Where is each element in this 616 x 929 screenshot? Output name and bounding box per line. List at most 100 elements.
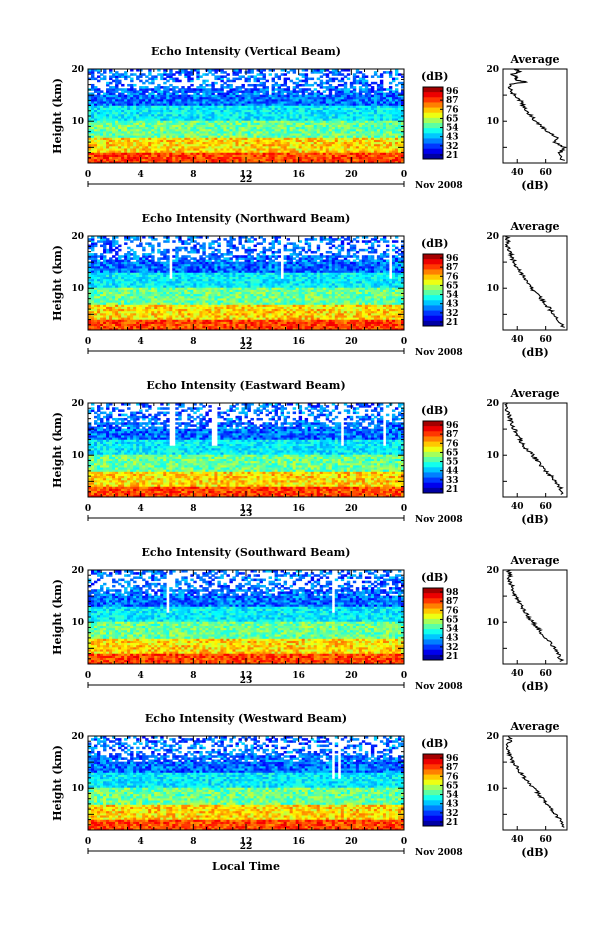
heatmap-cell: [241, 152, 245, 155]
heatmap-cell: [160, 90, 164, 93]
heatmap-cell: [184, 92, 188, 96]
heatmap-cell: [94, 158, 98, 162]
heatmap-cell: [355, 156, 360, 160]
heatmap-cell: [337, 141, 342, 145]
heatmap-cell: [181, 118, 185, 121]
heatmap-cell: [235, 158, 239, 162]
heatmap-cell: [379, 92, 384, 96]
heatmap-cell: [256, 130, 260, 134]
heatmap-cell: [364, 103, 369, 106]
heatmap-cell: [148, 107, 152, 110]
heatmap-cell: [286, 156, 291, 160]
heatmap-cell: [160, 139, 164, 143]
heatmap-cell: [253, 86, 257, 89]
heatmap-cell: [205, 152, 209, 155]
heatmap-cell: [127, 90, 131, 93]
heatmap-cell: [262, 160, 266, 164]
heatmap-cell: [322, 150, 327, 153]
heatmap-cell: [199, 83, 203, 87]
heatmap-cell: [385, 152, 390, 155]
heatmap-cell: [202, 154, 206, 157]
heatmap-cell: [298, 109, 303, 113]
heatmap-cell: [313, 96, 318, 100]
heatmap-cell: [364, 139, 369, 143]
heatmap-cell: [94, 96, 98, 100]
heatmap-cell: [316, 135, 321, 138]
heatmap-cell: [253, 118, 257, 121]
heatmap-cell: [109, 160, 113, 164]
heatmap-cell: [376, 113, 381, 117]
heatmap-cell: [331, 116, 336, 119]
heatmap-cell: [100, 111, 104, 115]
heatmap-cell: [382, 160, 387, 164]
heatmap-cell: [172, 154, 176, 157]
heatmap-cell: [232, 141, 236, 145]
heatmap-cell: [310, 133, 315, 136]
heatmap-cell: [391, 145, 396, 149]
heatmap-cell: [118, 154, 122, 157]
heatmap-cell: [112, 158, 116, 162]
heatmap-cell: [244, 98, 248, 102]
heatmap-cell: [310, 111, 315, 115]
heatmap-cell: [124, 139, 128, 143]
heatmap-cell: [304, 156, 309, 160]
heatmap-cell: [238, 118, 242, 121]
heatmap-cell: [253, 133, 257, 136]
heatmap-cell: [295, 133, 300, 136]
heatmap-cell: [292, 88, 297, 91]
heatmap-cell: [349, 81, 354, 85]
heatmap-cell: [106, 158, 110, 162]
heatmap-cell: [247, 107, 251, 110]
heatmap-cell: [220, 158, 224, 162]
heatmap-cell: [364, 126, 369, 130]
heatmap-cell: [343, 116, 348, 119]
heatmap-cell: [148, 111, 152, 115]
heatmap-cell: [304, 158, 309, 162]
heatmap-cell: [373, 116, 378, 119]
heatmap-cell: [151, 120, 155, 123]
heatmap-cell: [151, 124, 155, 128]
heatmap-cell: [220, 111, 224, 115]
heatmap-cell: [103, 135, 107, 138]
heatmap-cell: [178, 98, 182, 102]
heatmap-cell: [94, 113, 98, 117]
heatmap-cell: [373, 135, 378, 138]
heatmap-cell: [283, 73, 288, 76]
heatmap-cell: [364, 92, 369, 96]
heatmap-cell: [352, 118, 357, 121]
heatmap-cell: [301, 109, 306, 113]
colorbar-segment: [423, 92, 443, 98]
heatmap-cell: [247, 150, 251, 153]
heatmap-cell: [160, 160, 164, 164]
heatmap-cell: [388, 130, 393, 134]
heatmap-cell: [319, 96, 324, 100]
heatmap-cell: [379, 143, 384, 147]
heatmap-cell: [88, 154, 92, 157]
heatmap-cell: [253, 126, 257, 130]
heatmap-cell: [391, 118, 396, 121]
heatmap-cell: [307, 141, 312, 145]
heatmap-cell: [397, 109, 402, 113]
heatmap-cell: [349, 107, 354, 110]
heatmap-cell: [328, 105, 333, 108]
heatmap-cell: [400, 96, 405, 100]
heatmap-cell: [103, 156, 107, 160]
heatmap-cell: [394, 156, 399, 160]
heatmap-cell: [358, 152, 363, 155]
heatmap-cell: [229, 122, 233, 125]
heatmap-cell: [169, 143, 173, 147]
heatmap-cell: [91, 150, 95, 153]
heatmap-cell: [184, 105, 188, 108]
heatmap-cell: [373, 118, 378, 121]
heatmap-cell: [250, 124, 254, 128]
heatmap-cell: [343, 96, 348, 100]
heatmap-cell: [103, 154, 107, 157]
heatmap-cell: [277, 111, 282, 115]
heatmap-cell: [388, 137, 393, 140]
heatmap-cell: [154, 105, 158, 108]
heatmap-cell: [121, 90, 125, 93]
heatmap-cell: [247, 94, 251, 98]
heatmap-cell: [118, 109, 122, 113]
heatmap-cell: [322, 148, 327, 151]
heatmap-cell: [379, 133, 384, 136]
